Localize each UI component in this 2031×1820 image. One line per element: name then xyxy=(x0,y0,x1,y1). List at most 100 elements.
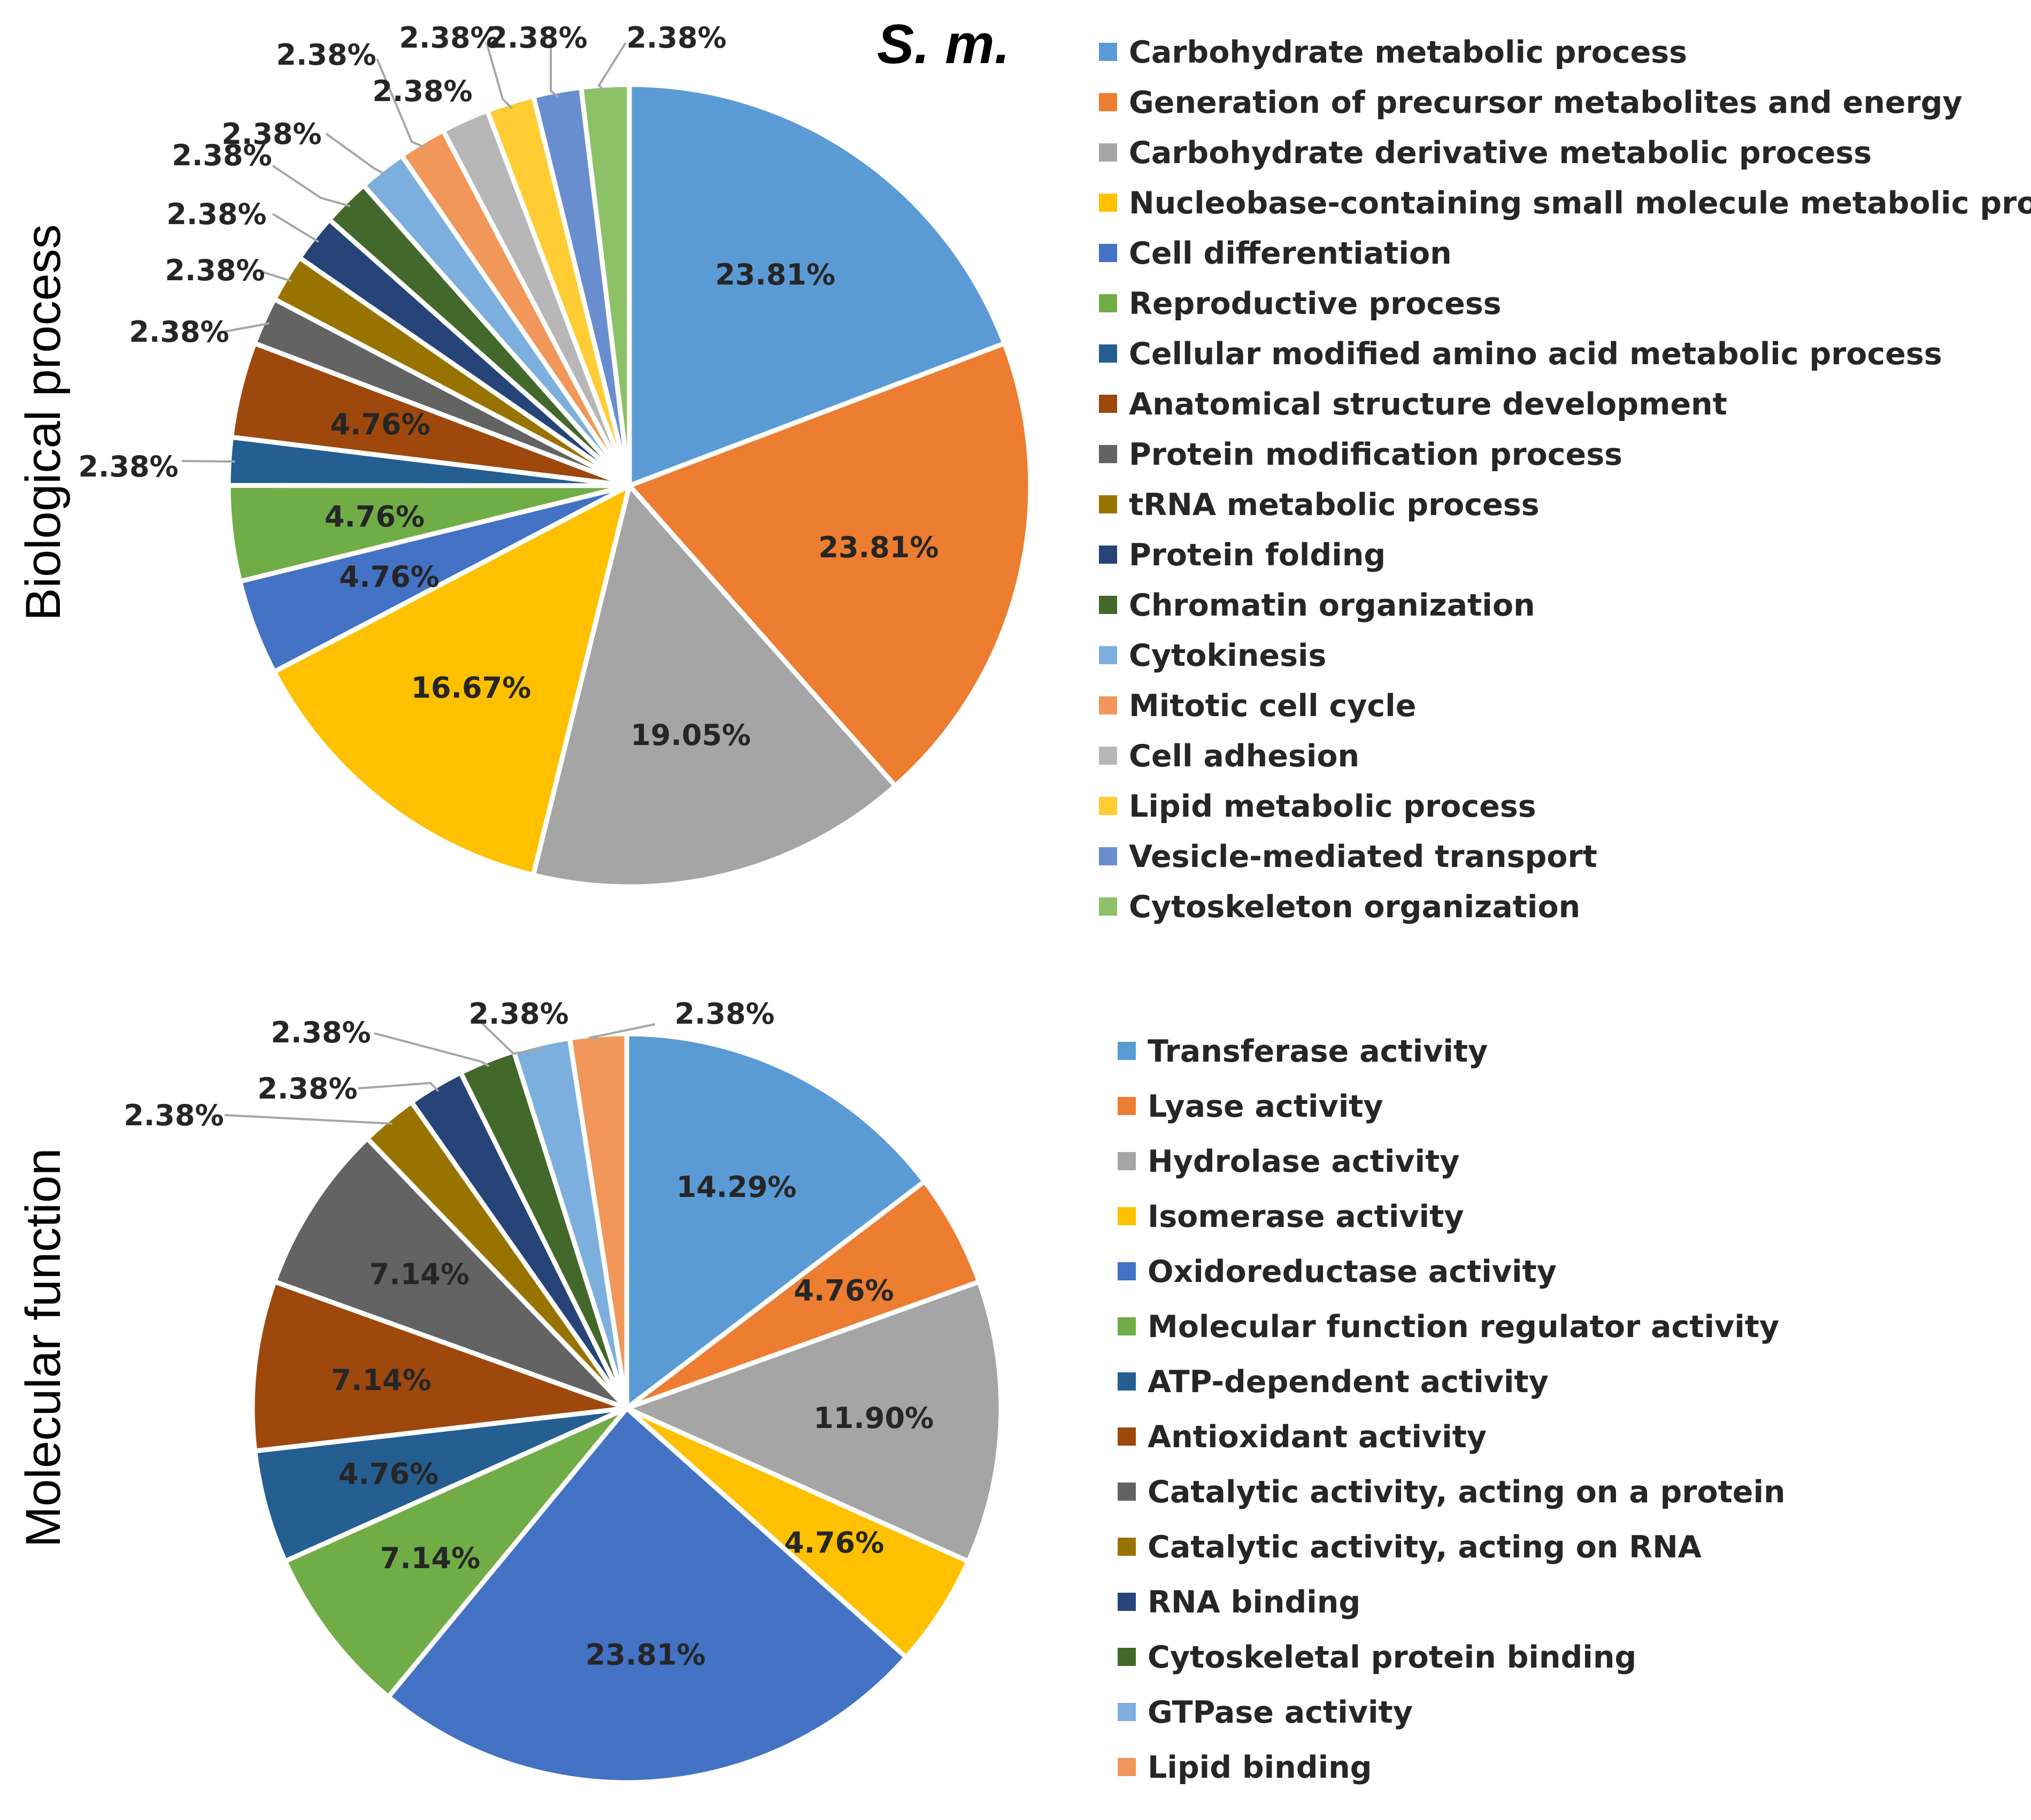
mf-legend-label-oxidoreductase-activity: Oxidoreductase activity xyxy=(1148,1254,1557,1289)
mf-legend-swatch-oxidoreductase-activity xyxy=(1118,1262,1136,1280)
bp-slice-protein-folding-label: 2.38% xyxy=(166,197,266,231)
bp-legend-label-cytoskeleton-organization: Cytoskeleton organization xyxy=(1129,889,1580,925)
mf-slice-rna-binding-label: 2.38% xyxy=(257,1072,357,1105)
bp-slice-protein-folding-leader xyxy=(272,213,319,243)
bp-slice-carbohydrate-derivative-metabolic-process-label: 19.05% xyxy=(630,718,751,752)
bp-legend-label-protein-modification-process: Protein modification process xyxy=(1129,437,1622,472)
bp-slice-cellular-modified-amino-acid-metabolic-process-leader xyxy=(181,460,235,463)
bp-slice-cellular-modified-amino-acid-metabolic-process-label: 2.38% xyxy=(78,450,178,483)
mf-legend-swatch-cytoskeletal-protein-binding xyxy=(1118,1648,1136,1666)
mf-slice-transferase-activity-label: 14.29% xyxy=(676,1170,797,1204)
mf-legend-label-atp-dependent-activity: ATP-dependent activity xyxy=(1148,1364,1549,1400)
bp-legend-label-lipid-metabolic-process: Lipid metabolic process xyxy=(1129,789,1536,824)
bp-legend-swatch-chromatin-organization xyxy=(1099,596,1117,614)
bp-slice-nucleobase-containing-small-molecule-metabolic-process-label: 16.67% xyxy=(411,671,531,705)
mf-slice-gtpase-activity-label: 2.38% xyxy=(468,997,568,1031)
bp-slice-cell-adhesion-label: 2.38% xyxy=(372,74,472,108)
bp-slice-carbohydrate-derivative-metabolic-process xyxy=(530,483,898,889)
mf-slice-oxidoreductase-activity xyxy=(386,1406,909,1785)
mf-slice-oxidoreductase-activity-label: 23.81% xyxy=(586,1638,706,1672)
mf-pie-chart: 14.29% 4.76% 11.90% 4.76% 23.81% 7.14% 4.76% 7.… xyxy=(124,997,1004,1785)
bp-legend-label-nucleobase-containing-small-molecule-metabolic-process: Nucleobase-containing small molecule met… xyxy=(1129,186,2031,221)
bp-slice-carbohydrate-metabolic-process-label: 23.81% xyxy=(715,258,835,291)
mf-slice-atp-dependent-activity-label: 4.76% xyxy=(338,1457,438,1491)
mf-legend-swatch-lipid-binding xyxy=(1118,1758,1136,1776)
bp-slice-cell-differentiation-label: 4.76% xyxy=(339,560,439,594)
bp-legend-swatch-carbohydrate-derivative-metabolic-process xyxy=(1099,143,1117,162)
mf-legend-swatch-catalytic-activity-acting-on-rna xyxy=(1118,1538,1136,1556)
mf-slice-lipid-binding-label: 2.38% xyxy=(674,997,774,1031)
mf-section-title: Molecular function xyxy=(16,1148,71,1548)
bp-slice-nucleobase-containing-small-molecule-metabolic-process xyxy=(272,483,632,878)
bp-slice-carbohydrate-metabolic-process xyxy=(627,82,1007,488)
bp-legend-swatch-lipid-metabolic-process xyxy=(1099,797,1117,815)
bp-legend-swatch-cytoskeleton-organization xyxy=(1099,897,1117,916)
mf-slice-catalytic-activity-acting-on-a-protein xyxy=(272,1136,629,1411)
mf-slice-lipid-binding-leader xyxy=(587,1023,656,1042)
mf-slice-lipid-binding xyxy=(567,1031,629,1411)
bp-legend-swatch-mitotic-cell-cycle xyxy=(1099,696,1117,715)
bp-legend-label-vesicle-mediated-transport: Vesicle-mediated transport xyxy=(1129,839,1597,874)
bp-legend-swatch-anatomical-structure-development xyxy=(1099,395,1117,413)
mf-slice-lyase-activity-label: 4.76% xyxy=(794,1274,894,1308)
mf-legend-swatch-atp-dependent-activity xyxy=(1118,1372,1136,1391)
bp-legend-swatch-protein-folding xyxy=(1099,546,1117,564)
mf-slice-hydrolase-activity-label: 11.90% xyxy=(813,1401,934,1435)
bp-legend-label-protein-folding: Protein folding xyxy=(1129,537,1386,573)
bp-legend-swatch-cell-adhesion xyxy=(1099,747,1117,765)
bp-legend-label-cell-adhesion: Cell adhesion xyxy=(1129,739,1359,774)
bp-slice-cytoskeleton-organization xyxy=(579,82,632,488)
mf-slice-antioxidant-activity xyxy=(250,1279,629,1454)
bp-legend-label-anatomical-structure-development: Anatomical structure development xyxy=(1129,387,1727,422)
bp-legend-label-trna-metabolic-process: tRNA metabolic process xyxy=(1129,487,1540,523)
mf-slice-atp-dependent-activity xyxy=(252,1406,629,1564)
bp-legend-label-carbohydrate-metabolic-process: Carbohydrate metabolic process xyxy=(1129,35,1687,70)
bp-legend-swatch-nucleobase-containing-small-molecule-metabolic-process xyxy=(1099,194,1117,212)
mf-slice-gtpase-activity-leader xyxy=(480,1022,543,1055)
bp-slice-cytoskeleton-organization-label: 2.38% xyxy=(626,21,726,55)
mf-slice-catalytic-activity-acting-on-rna-label: 2.38% xyxy=(124,1099,224,1132)
bp-slice-protein-modification-process-label: 2.38% xyxy=(129,315,229,349)
bp-legend-label-cytokinesis: Cytokinesis xyxy=(1129,638,1326,673)
mf-legend-swatch-molecular-function-regulator-activity xyxy=(1118,1317,1136,1335)
mf-slice-isomerase-activity xyxy=(624,1406,971,1660)
mf-legend-swatch-hydrolase-activity xyxy=(1118,1152,1136,1170)
species-title: S. m. xyxy=(877,13,1010,75)
mf-legend-label-transferase-activity: Transferase activity xyxy=(1148,1034,1488,1069)
mf-legend-swatch-transferase-activity xyxy=(1118,1042,1136,1060)
bp-legend-swatch-cell-differentiation xyxy=(1099,244,1117,262)
mf-slice-molecular-function-regulator-activity xyxy=(282,1406,629,1700)
mf-legend-label-hydrolase-activity: Hydrolase activity xyxy=(1148,1144,1460,1179)
mf-legend-label-catalytic-activity-acting-on-rna: Catalytic activity, acting on RNA xyxy=(1148,1530,1702,1565)
mf-slice-molecular-function-regulator-activity-label: 7.14% xyxy=(380,1541,480,1575)
bp-slice-lipid-metabolic-process-label: 2.38% xyxy=(399,21,499,55)
bp-legend-swatch-generation-of-precursor-metabolites-and-energy xyxy=(1099,93,1117,111)
mf-slice-cytoskeletal-protein-binding-leader xyxy=(374,1032,490,1068)
mf-slice-antioxidant-activity-label: 7.14% xyxy=(331,1363,431,1397)
mf-slice-catalytic-activity-acting-on-rna-leader xyxy=(224,1114,393,1125)
bp-slice-generation-of-precursor-metabolites-and-energy xyxy=(627,341,1033,788)
bp-slice-mitotic-cell-cycle-label: 2.38% xyxy=(276,38,376,72)
bp-slice-generation-of-precursor-metabolites-and-energy-label: 23.81% xyxy=(819,531,939,564)
mf-slice-transferase-activity xyxy=(624,1031,927,1411)
bp-slice-protein-modification-process-leader xyxy=(224,322,270,333)
mf-legend-label-isomerase-activity: Isomerase activity xyxy=(1148,1199,1464,1234)
bp-legend: Carbohydrate metabolic process Generation… xyxy=(1099,35,2031,925)
bp-legend-label-carbohydrate-derivative-metabolic-process: Carbohydrate derivative metabolic proces… xyxy=(1129,135,1872,171)
bp-legend-swatch-cellular-modified-amino-acid-metabolic-process xyxy=(1099,344,1117,363)
bp-slice-anatomical-structure-development-label: 4.76% xyxy=(330,408,430,441)
bp-legend-swatch-reproductive-process xyxy=(1099,294,1117,312)
bp-legend-label-mitotic-cell-cycle: Mitotic cell cycle xyxy=(1129,688,1416,724)
bp-legend-label-generation-of-precursor-metabolites-and-energy: Generation of precursor metabolites and … xyxy=(1129,85,1963,120)
bp-slice-vesicle-mediated-transport-label: 2.38% xyxy=(487,21,587,55)
bp-legend-swatch-protein-modification-process xyxy=(1099,445,1117,463)
mf-legend-label-cytoskeletal-protein-binding: Cytoskeletal protein binding xyxy=(1148,1640,1636,1675)
mf-legend-label-antioxidant-activity: Antioxidant activity xyxy=(1148,1419,1487,1455)
mf-slice-hydrolase-activity xyxy=(624,1279,1004,1564)
bp-legend-swatch-carbohydrate-metabolic-process xyxy=(1099,43,1117,61)
bp-slice-chromatin-organization-label: 2.38% xyxy=(172,139,272,172)
mf-slice-catalytic-activity-acting-on-a-protein-label: 7.14% xyxy=(370,1257,470,1291)
bp-slice-trna-metabolic-process-label: 2.38% xyxy=(165,254,265,287)
mf-slice-lyase-activity xyxy=(624,1179,982,1411)
